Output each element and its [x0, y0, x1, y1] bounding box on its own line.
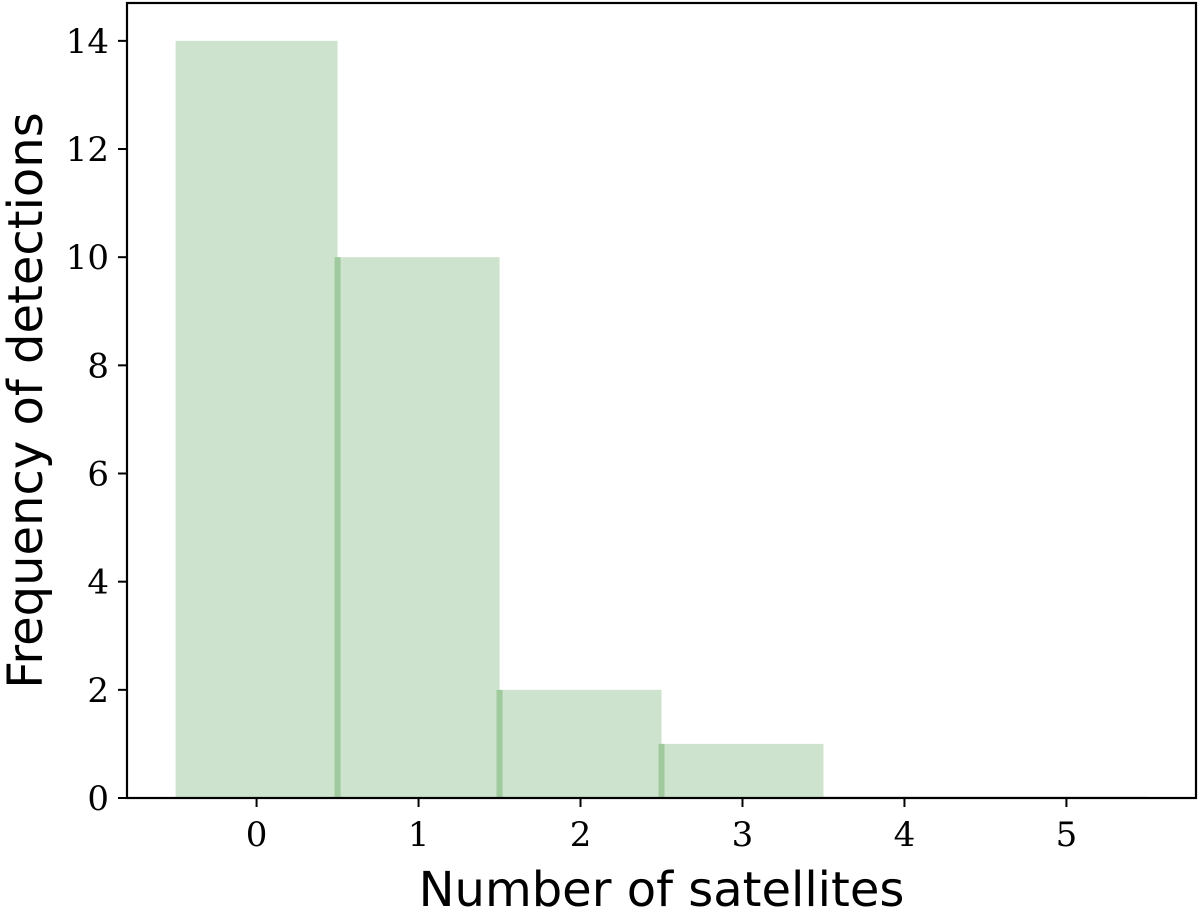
y-tick-label: 8: [87, 346, 109, 386]
x-axis: 0 1 2 3 4 5: [246, 798, 1077, 855]
x-tick-label: 4: [894, 815, 916, 855]
x-tick-label: 0: [246, 815, 268, 855]
y-axis-title: Frequency of detections: [0, 112, 54, 688]
y-axis: 0 2 4 6 8 10 12 14: [66, 22, 127, 819]
x-tick-label: 3: [732, 815, 754, 855]
x-axis-title: Number of satellites: [419, 862, 905, 913]
y-tick-label: 4: [87, 563, 109, 603]
y-tick-label: 10: [66, 238, 109, 278]
bar-edges-group: [334, 257, 665, 798]
bar-0: [175, 40, 338, 799]
bars-group: [175, 40, 1148, 799]
bar-1: [337, 257, 500, 798]
y-tick-label: 0: [87, 779, 109, 819]
x-tick-label: 2: [570, 815, 592, 855]
plot-frame: [125, 1, 1198, 800]
y-tick-label: 12: [66, 130, 109, 170]
y-tick-label: 6: [87, 455, 109, 495]
bar-2: [499, 689, 662, 798]
y-tick-label: 14: [66, 22, 109, 62]
x-tick-label: 5: [1056, 815, 1078, 855]
bar-3: [661, 743, 824, 798]
y-tick-label: 2: [87, 671, 109, 711]
x-tick-label: 1: [408, 815, 430, 855]
